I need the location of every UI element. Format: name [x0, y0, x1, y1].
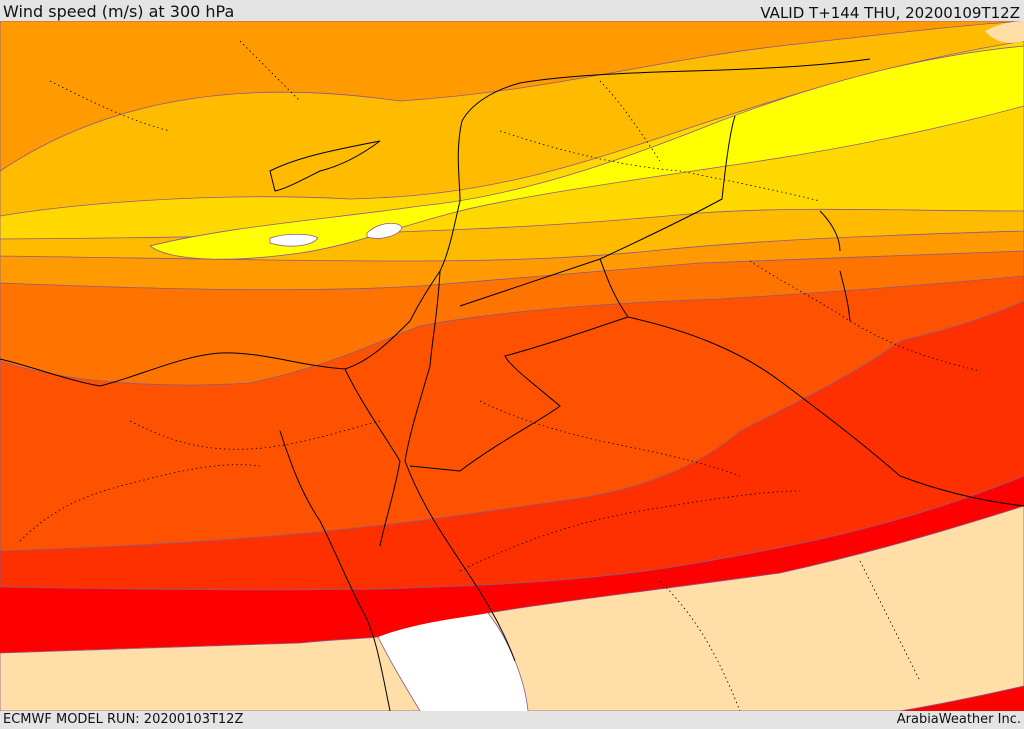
- credit-label: ArabiaWeather Inc.: [896, 712, 1021, 727]
- country-borders: [0, 58, 1024, 711]
- band-yellow-orange: [0, 40, 1024, 240]
- band-light-south: [487, 505, 1024, 711]
- footer-bar: ECMWF MODEL RUN: 20200103T12Z ArabiaWeat…: [0, 711, 1024, 729]
- header-bar: Wind speed (m/s) at 300 hPa VALID T+144 …: [0, 0, 1024, 22]
- band-light-ne: [985, 21, 1024, 43]
- map-title: Wind speed (m/s) at 300 hPa: [3, 2, 235, 21]
- band-white-max-3: [378, 613, 528, 711]
- band-white-max-2: [366, 222, 403, 239]
- valid-time-label: VALID T+144 THU, 20200109T12Z: [760, 4, 1020, 22]
- internal-boundaries: [19, 40, 981, 711]
- model-run-label: ECMWF MODEL RUN: 20200103T12Z: [3, 712, 244, 727]
- wind-speed-map: [0, 21, 1024, 711]
- band-white-max: [269, 233, 319, 247]
- band-light-sw: [0, 636, 421, 711]
- band-yellow: [149, 45, 1024, 260]
